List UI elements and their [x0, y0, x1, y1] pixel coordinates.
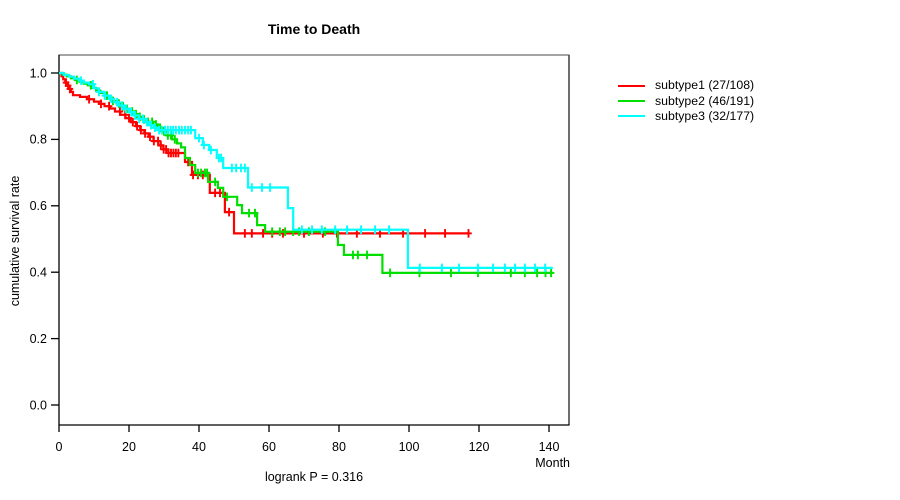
legend-label-subtype2: subtype2 (46/191) — [655, 93, 755, 108]
survival-curve-subtype1 — [59, 71, 472, 238]
legend-item-subtype1: subtype1 (27/108) — [618, 78, 754, 93]
legend-label-subtype1: subtype1 (27/108) — [655, 78, 755, 93]
censor-marks-subtype1 — [62, 78, 472, 238]
censor-marks-subtype3 — [77, 76, 549, 273]
chart-title: Time to Death — [267, 21, 361, 37]
logrank-annotation: logrank P = 0.316 — [264, 470, 364, 484]
y-tick-label: 0.0 — [30, 398, 47, 412]
x-tick-label: 0 — [56, 440, 63, 454]
legend-label-subtype3: subtype3 (32/177) — [655, 108, 755, 123]
km-step-path — [59, 71, 469, 235]
x-tick-label: 100 — [399, 440, 420, 454]
x-axis: 0 20 40 60 80 100 120 140 — [56, 425, 560, 454]
x-tick-label: 140 — [539, 440, 560, 454]
legend-swatch-subtype1 — [618, 84, 645, 87]
x-tick-label: 20 — [122, 440, 136, 454]
legend: subtype1 (27/108) subtype2 (46/191) subt… — [618, 78, 754, 124]
x-tick-label: 60 — [262, 440, 276, 454]
legend-item-subtype2: subtype2 (46/191) — [618, 93, 754, 108]
y-tick-label: 0.6 — [30, 199, 47, 213]
legend-swatch-subtype2 — [618, 100, 645, 103]
km-step-path — [59, 71, 553, 274]
survival-curve-subtype3 — [59, 71, 553, 273]
y-tick-label: 0.2 — [30, 332, 47, 346]
x-axis-title: Month — [535, 456, 570, 470]
survival-curve-subtype2 — [59, 71, 555, 278]
x-tick-label: 80 — [332, 440, 346, 454]
km-step-path — [59, 71, 553, 269]
y-axis: 0.0 0.2 0.4 0.6 0.8 1.0 — [30, 66, 59, 412]
x-tick-label: 40 — [192, 440, 206, 454]
legend-swatch-subtype3 — [618, 115, 645, 118]
plot-box — [58, 54, 570, 426]
legend-item-subtype3: subtype3 (32/177) — [618, 109, 754, 124]
x-tick-label: 120 — [469, 440, 490, 454]
y-tick-label: 0.8 — [30, 133, 47, 147]
y-tick-label: 0.4 — [30, 266, 47, 280]
censor-marks-subtype2 — [73, 75, 555, 278]
y-tick-label: 1.0 — [30, 66, 47, 80]
